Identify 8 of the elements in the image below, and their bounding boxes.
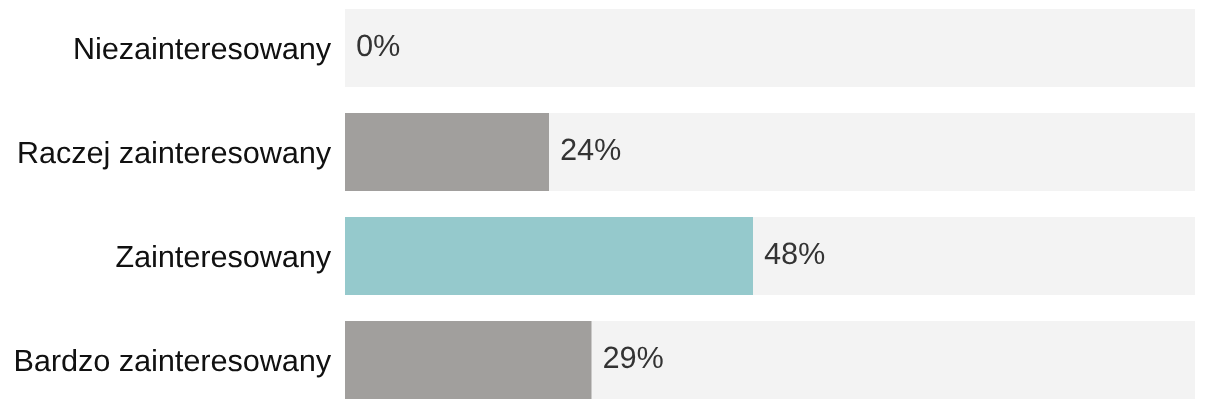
data-label: 48% [764,242,825,265]
y-tick-label: Raczej zainteresowany [19,140,332,170]
data-label: 24% [561,138,621,161]
y-tick-label: Niezainteresowany [75,36,332,66]
data-label: 0% [357,34,400,57]
y-tick-label: Bardzo zainteresowany [16,348,332,378]
y-tick-label: Zainteresowany [116,244,332,274]
data-label: 29% [604,346,663,369]
